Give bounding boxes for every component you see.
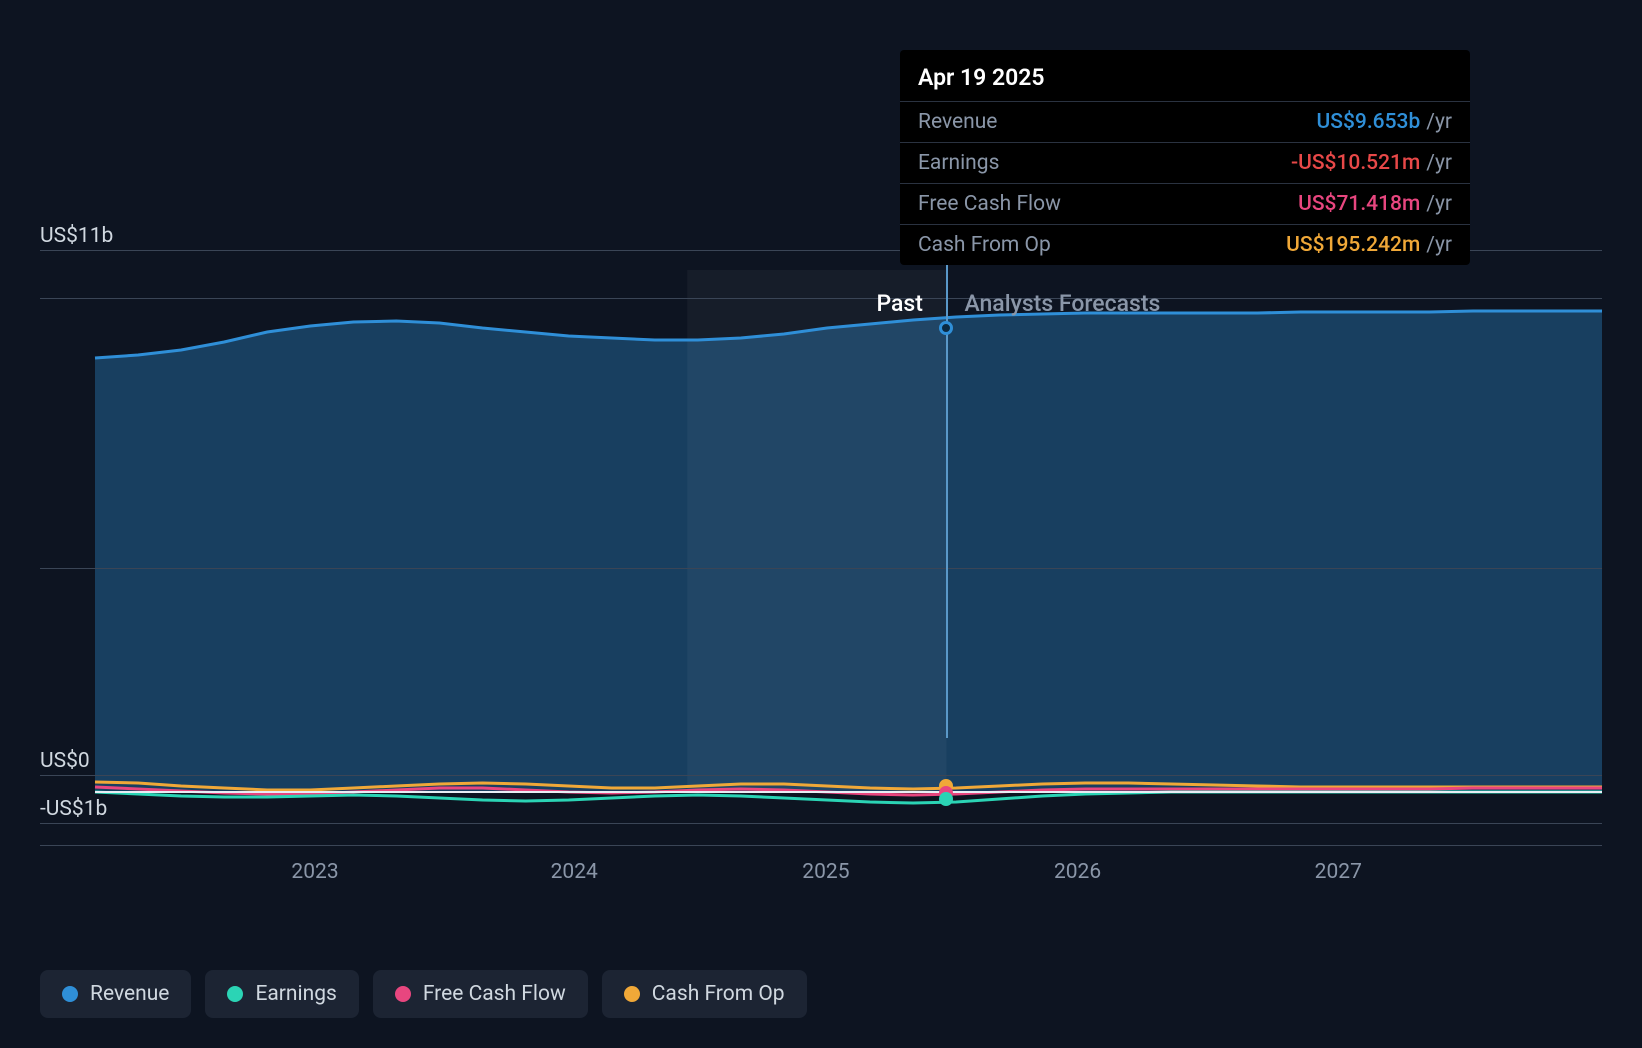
tooltip-metric-label: Earnings bbox=[918, 151, 999, 175]
forecast-label: Analysts Forecasts bbox=[964, 290, 1160, 317]
legend-item-cash_from_op[interactable]: Cash From Op bbox=[602, 970, 807, 1018]
legend-dot-icon bbox=[62, 986, 78, 1002]
y-axis-label: US$0 bbox=[40, 749, 90, 773]
tooltip-row: Revenue US$9.653b/yr bbox=[900, 101, 1470, 142]
tooltip-metric-label: Cash From Op bbox=[918, 233, 1051, 257]
tooltip-row: Cash From Op US$195.242m/yr bbox=[900, 224, 1470, 265]
y-axis-label: -US$1b bbox=[40, 797, 107, 821]
x-axis-label: 2027 bbox=[1315, 860, 1362, 884]
tooltip-row: Earnings -US$10.521m/yr bbox=[900, 142, 1470, 183]
tooltip-metric-label: Revenue bbox=[918, 110, 997, 134]
x-axis-label: 2024 bbox=[551, 860, 598, 884]
tooltip-metric-label: Free Cash Flow bbox=[918, 192, 1061, 216]
legend-dot-icon bbox=[395, 986, 411, 1002]
x-axis-label: 2023 bbox=[291, 860, 338, 884]
tooltip-date: Apr 19 2025 bbox=[900, 50, 1470, 101]
gridline bbox=[40, 298, 1602, 299]
legend-item-revenue[interactable]: Revenue bbox=[40, 970, 191, 1018]
past-label: Past bbox=[876, 290, 922, 317]
legend-item-free_cash_flow[interactable]: Free Cash Flow bbox=[373, 970, 588, 1018]
x-axis-label: 2026 bbox=[1054, 860, 1101, 884]
legend-item-earnings[interactable]: Earnings bbox=[205, 970, 358, 1018]
tooltip-metric-value: -US$10.521m/yr bbox=[1291, 151, 1452, 175]
legend-label: Earnings bbox=[255, 982, 336, 1006]
gridline bbox=[40, 568, 1602, 569]
legend: Revenue Earnings Free Cash Flow Cash From O… bbox=[40, 970, 807, 1018]
legend-label: Revenue bbox=[90, 982, 169, 1006]
tooltip-metric-value: US$71.418m/yr bbox=[1298, 192, 1452, 216]
legend-dot-icon bbox=[624, 986, 640, 1002]
hover-tooltip: Apr 19 2025 Revenue US$9.653b/yr Earnings -… bbox=[900, 50, 1470, 265]
x-axis-baseline bbox=[40, 845, 1602, 846]
x-axis-label: 2025 bbox=[802, 860, 849, 884]
hover-dot-earnings bbox=[939, 792, 953, 806]
financial-chart: US$11bUS$0-US$1b PastAnalysts Forecasts … bbox=[40, 30, 1602, 1018]
shaded-region bbox=[687, 270, 946, 792]
legend-label: Free Cash Flow bbox=[423, 982, 566, 1006]
legend-dot-icon bbox=[227, 986, 243, 1002]
hover-dot-revenue bbox=[939, 321, 953, 335]
gridline bbox=[40, 823, 1602, 824]
y-axis-label: US$11b bbox=[40, 224, 113, 248]
gridline bbox=[40, 775, 1602, 776]
tooltip-metric-value: US$195.242m/yr bbox=[1286, 233, 1452, 257]
legend-label: Cash From Op bbox=[652, 982, 785, 1006]
tooltip-metric-value: US$9.653b/yr bbox=[1317, 110, 1453, 134]
tooltip-row: Free Cash Flow US$71.418m/yr bbox=[900, 183, 1470, 224]
